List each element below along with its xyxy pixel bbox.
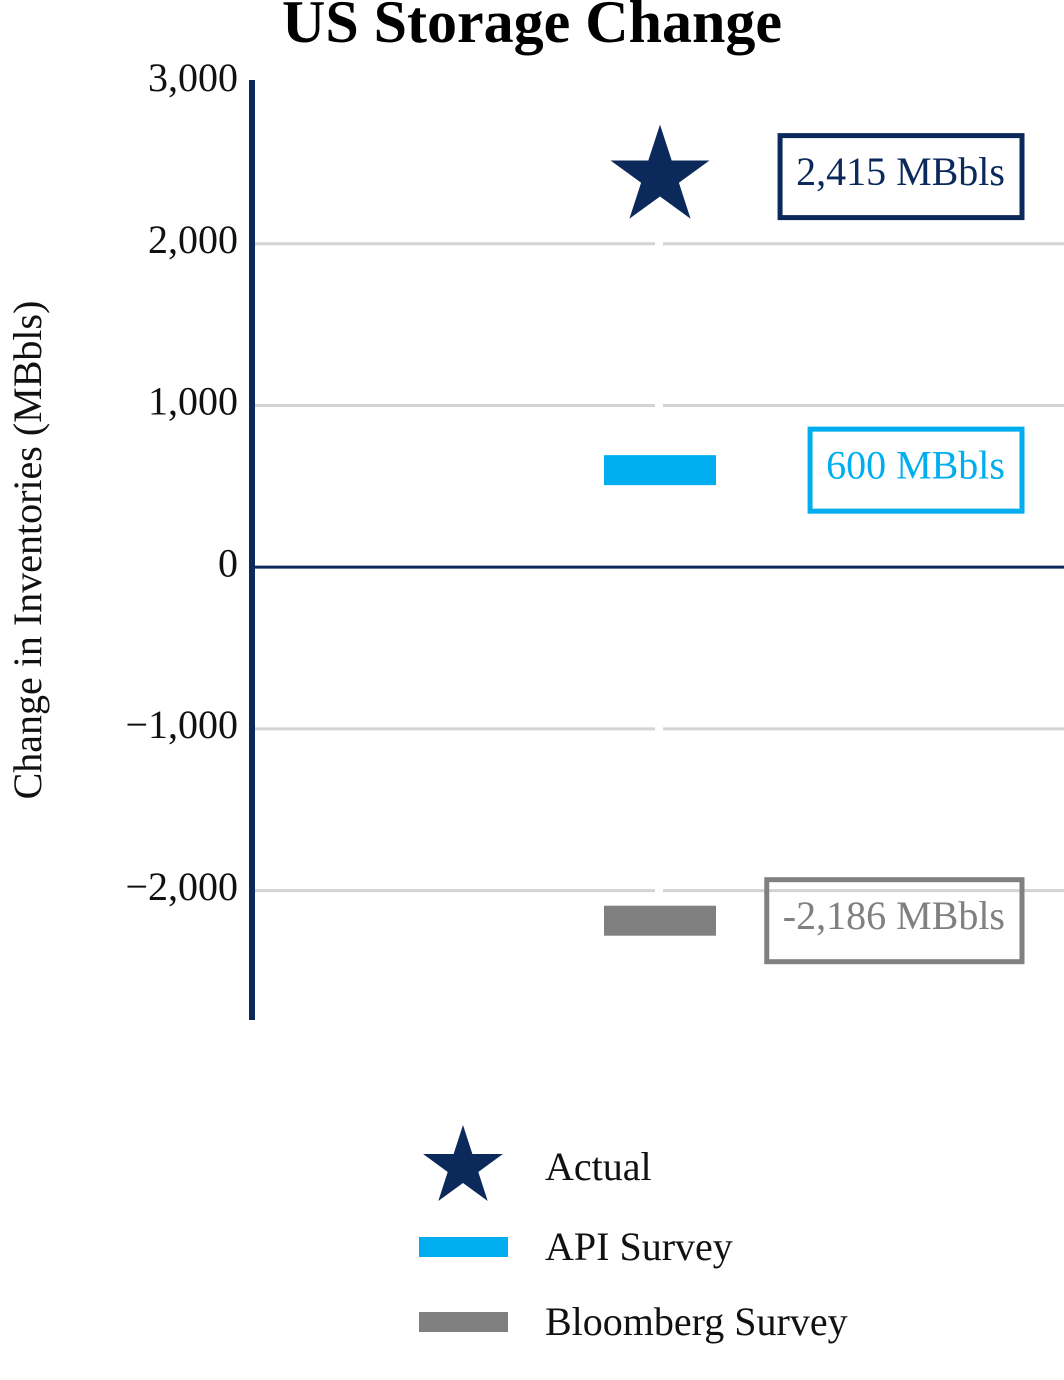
bar-marker [604,455,716,486]
y-tick-label: 3,000 [148,55,238,100]
grid-gap [655,240,663,247]
grid [252,240,1064,894]
legend-label: Bloomberg Survey [545,1299,848,1344]
value-label: 2,415 MBbls [796,149,1005,194]
legend-swatch [423,1125,503,1201]
y-tick-label: −2,000 [125,864,238,909]
value-label: 600 MBbls [826,442,1005,487]
legend-label: API Survey [545,1224,733,1269]
bar-marker [604,905,716,936]
chart-title: US Storage Change [282,0,782,55]
value-label: -2,186 MBbls [783,893,1005,938]
legend-swatch [419,1237,508,1257]
y-tick-label: −1,000 [125,702,238,747]
value-label-box [764,877,1025,965]
legend-swatch [419,1312,508,1332]
star-marker [610,124,710,219]
y-tick-label: 2,000 [148,217,238,262]
y-tick-label: 0 [218,540,238,585]
value-label-box [777,133,1025,221]
y-axis-label: Change in Inventories (MBbls) [5,301,50,800]
grid-gap [655,887,663,894]
grid-gap [655,402,663,409]
grid-gap [655,725,663,732]
value-label-box [807,426,1025,514]
y-tick-label: 1,000 [148,379,238,424]
legend-label: Actual [545,1144,652,1189]
